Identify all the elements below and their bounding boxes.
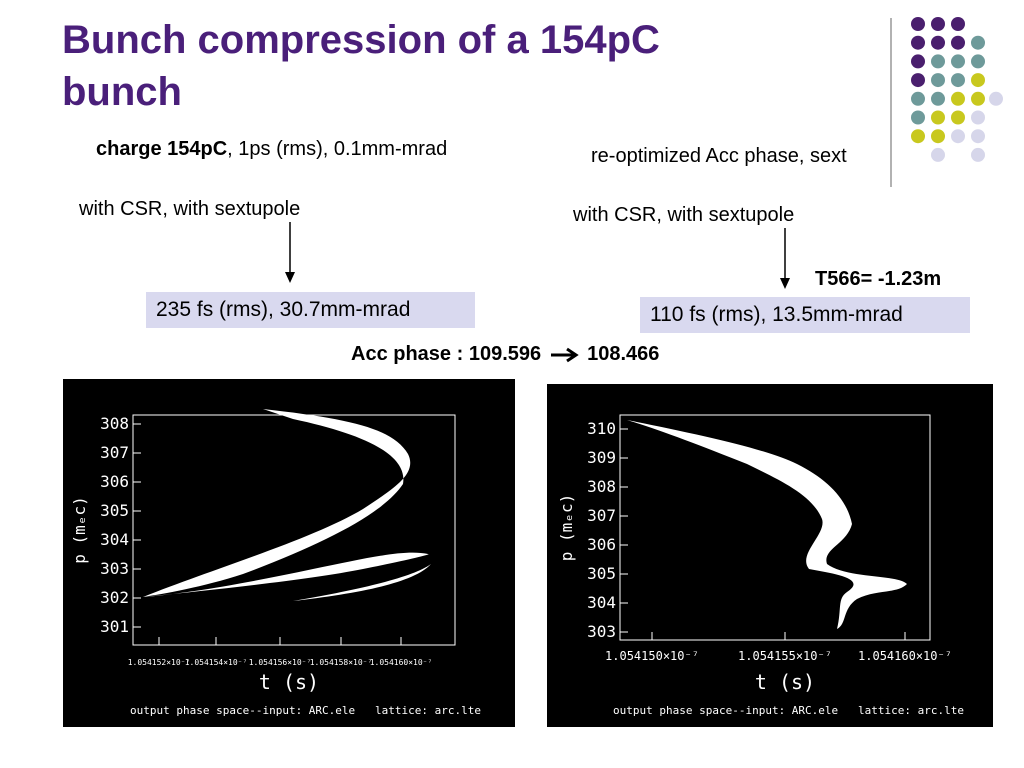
x-tick-label: 1.054160×10⁻⁷ [370,658,433,667]
beam-note-bold: charge 154pC [96,138,228,160]
x-tick-label: 1.054155×10⁻⁷ [738,649,832,663]
arrow-head [780,278,790,289]
deco-dot [931,91,945,106]
deco-dot [931,129,945,144]
acc-phase-from: Acc phase : 109.596 [351,343,542,365]
arrow-icon [551,347,579,362]
deco-dot [951,129,965,144]
y-tick-label: 304 [587,593,616,612]
right-result: 110 fs (rms), 13.5mm-mrad [640,297,970,333]
t566-note: T566= -1.23m [815,268,942,290]
y-tick-label: 304 [100,530,129,549]
deco-dot [911,17,925,31]
deco-dot [931,35,945,50]
plot-frame [132,414,456,646]
beam-note: charge 154pC, 1ps (rms), 0.1mm-mrad [96,138,447,161]
plot-panel: 310 309 308 307 306 305 304 303 1.054150×10⁻⁷ 1.0… [547,384,993,727]
y-tick-label: 305 [587,564,616,583]
deco-dot [971,147,985,162]
deco-dot [951,17,965,31]
deco-dot [911,73,925,88]
deco-dot [931,73,945,88]
y-axis-label: p (mₑc) [557,494,576,561]
plot-frame [619,414,931,641]
deco-dot [971,35,985,50]
y-tick-label: 307 [100,443,129,462]
y-tick-label: 306 [587,535,616,554]
deco-dot [931,54,945,69]
deco-dot [951,91,965,106]
deco-dot [951,54,965,69]
deco-dot [971,129,985,144]
left-setting: with CSR, with sextupole [79,198,301,220]
beam-note-rest: , 1ps (rms), 0.1mm-mrad [227,138,448,160]
deco-dot [911,91,925,106]
slide-title: Bunch compression of a 154pC bunch [62,18,660,114]
particle-cloud [627,420,907,629]
arrow-head [285,272,295,283]
deco-dot [971,54,985,69]
deco-dot [931,17,945,31]
deco-dot [971,110,985,125]
deco-dot [911,35,925,50]
y-tick-label: 306 [100,472,129,491]
y-tick-label: 302 [100,588,129,607]
plot-caption: output phase space--input: ARC.ele latti… [130,704,481,717]
deco-dot [951,110,965,125]
particle-cloud [143,552,429,597]
plot-caption: output phase space--input: ARC.ele latti… [613,704,964,717]
deco-dot [951,35,965,50]
x-tick-label: 1.054160×10⁻⁷ [858,649,952,663]
deco-dot [911,54,925,69]
x-tick-label: 1.054158×10⁻⁷ [310,658,373,667]
y-tick-label: 310 [587,419,616,438]
right-setting: with CSR, with sextupole [573,204,795,226]
y-axis-label: p (mₑc) [70,496,89,563]
y-tick-label: 303 [587,622,616,641]
deco-dot [971,91,985,106]
x-axis-label: t (s) [755,670,815,694]
y-tick-label: 307 [587,506,616,525]
y-tick-label: 301 [100,617,129,636]
deco-dot [989,91,1003,106]
x-tick-label: 1.054156×10⁻⁷ [249,658,312,667]
x-tick-label: 1.054150×10⁻⁷ [605,649,699,663]
x-tick-label: 1.054152×10⁻⁷ [128,658,191,667]
deco-dot [931,110,945,125]
x-axis-label: t (s) [259,670,319,694]
deco-dot [931,147,945,162]
y-tick-label: 308 [100,414,129,433]
acc-phase-to: 108.466 [587,343,660,365]
y-tick-label: 309 [587,448,616,467]
particle-cloud [143,409,411,597]
y-tick-label: 303 [100,559,129,578]
deco-dot [911,110,925,125]
deco-dot [951,73,965,88]
deco-dot [911,129,925,144]
deco-dot [971,73,985,88]
acc-phase: Acc phase : 109.596 108.466 [351,343,659,366]
right-note: re-optimized Acc phase, sext [591,145,847,167]
y-tick-label: 305 [100,501,129,520]
plot-panel: 3083073063053043033023011.054152×10⁻⁷1.0… [63,379,515,727]
left-result: 235 fs (rms), 30.7mm-mrad [146,292,475,328]
y-tick-label: 308 [587,477,616,496]
x-tick-label: 1.054154×10⁻⁷ [185,658,248,667]
